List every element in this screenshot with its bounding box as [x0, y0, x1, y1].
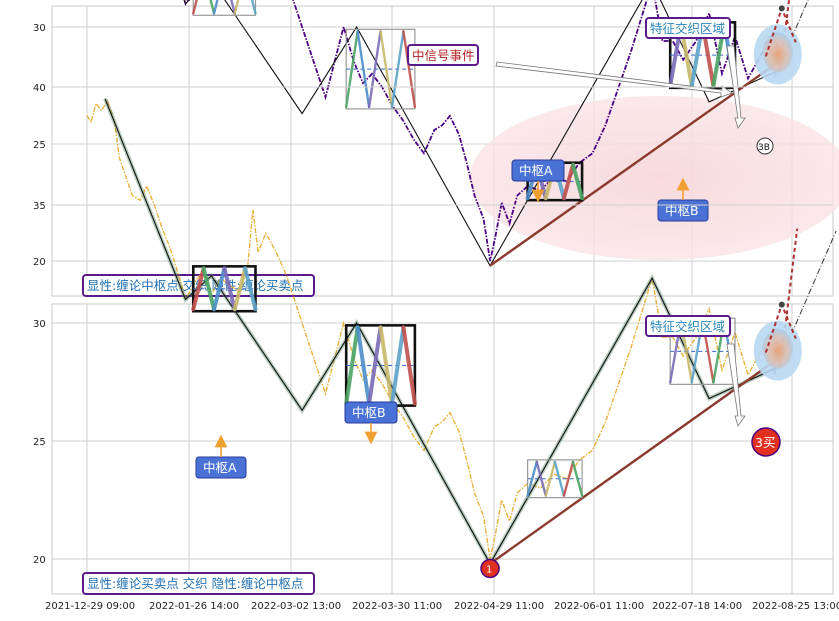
interweave-ellipse: [470, 96, 839, 260]
zhongshu-segment: [355, 325, 372, 406]
zhongshu-segment: [561, 162, 575, 201]
box-b-label: 中枢B: [352, 405, 386, 420]
zhongshu-segment: [201, 266, 217, 312]
price-line: [183, 0, 783, 262]
x-tick-label: 2022-06-01 11:00: [554, 601, 644, 612]
forecast-peak-dot: [778, 301, 785, 308]
y-tick-label: 20: [33, 257, 46, 268]
zhongshu-segment: [544, 460, 557, 497]
zhongshu-segment: [379, 30, 394, 109]
badge-3b-label: 3B: [758, 143, 770, 153]
hotspot-inner: [762, 32, 793, 73]
x-tick-label: 2022-07-18 14:00: [652, 601, 742, 612]
signal-label-box: [407, 44, 479, 66]
zhongshu-segment: [344, 325, 360, 406]
zhongshu-segment: [402, 30, 417, 109]
zhongshu-segment: [209, 0, 216, 15]
badge-3b: [756, 137, 774, 155]
y-tick-label: 30: [33, 23, 46, 34]
zhongshu-segment: [401, 325, 417, 406]
y-tick-label: 30: [33, 319, 46, 330]
zhongshu-segment: [571, 460, 584, 497]
trend-segment: [489, 58, 783, 267]
bi-line: [183, 0, 782, 267]
y-tick-label: 25: [33, 140, 46, 151]
buy1-label: 1: [486, 564, 492, 575]
forecast-peak-dot: [778, 5, 785, 12]
zhongshu-segment: [212, 266, 227, 312]
zhongshu-segment: [191, 266, 206, 312]
x-tick-label: 2022-08-25 13:00: [752, 601, 839, 612]
zhongshu-segment: [345, 30, 359, 109]
box-a-label: 中枢A: [203, 460, 237, 475]
zhongshu-segment: [356, 30, 371, 109]
signal-arrow: [495, 61, 733, 98]
buy1-marker: [480, 558, 500, 579]
zone-label: 特征交织区域: [650, 21, 725, 36]
zone-arrow: [726, 343, 746, 427]
zhongshu-segment: [535, 460, 547, 497]
trend-segment: [489, 355, 783, 565]
box-b-label: 中枢B: [665, 203, 699, 218]
zhongshu-segment: [250, 0, 257, 15]
price-line: [86, 99, 783, 560]
box-a-label: 中枢A: [519, 163, 553, 178]
zhongshu-segment: [390, 30, 405, 109]
y-tick-label: 40: [33, 83, 46, 94]
zhongshu-box: [192, 0, 257, 16]
zhongshu-segment: [526, 460, 538, 497]
y-tick-label: 25: [33, 437, 46, 448]
zhongshu-segment: [233, 0, 240, 15]
x-tick-label: 2021-12-29 09:00: [45, 601, 135, 612]
zhongshu-segment: [232, 266, 248, 312]
zhongshu-segment: [378, 325, 394, 406]
hotspot-inner: [762, 328, 793, 369]
zhongshu-segment: [243, 266, 258, 312]
zhongshu-segment: [553, 460, 566, 497]
zhongshu-segment: [230, 0, 236, 15]
legend-box: [82, 572, 315, 595]
x-tick-label: 2022-04-29 11:00: [454, 601, 544, 612]
zhongshu-segment: [222, 266, 237, 312]
buy3-label: 3买: [755, 435, 775, 450]
x-tick-label: 2022-03-02 13:00: [251, 601, 341, 612]
zhongshu-segment: [212, 0, 219, 15]
zhongshu-segment: [562, 460, 575, 497]
y-tick-label: 35: [33, 201, 46, 212]
x-tick-label: 2022-01-26 14:00: [149, 601, 239, 612]
zhongshu-segment: [367, 30, 382, 109]
legend-text: 显性:缠论买卖点 交织 隐性:缠论中枢点: [87, 576, 303, 591]
x-tick-label: 2022-03-30 11:00: [352, 601, 442, 612]
buy3-marker: [751, 427, 781, 457]
zhongshu-segment: [367, 325, 383, 406]
zhongshu-segment: [192, 0, 198, 15]
zhongshu-segment: [571, 162, 585, 201]
zone-label: 特征交织区域: [650, 319, 725, 334]
signal-label: 中信号事件: [412, 48, 475, 63]
zone-label-box: [645, 315, 731, 337]
zhongshu-segment: [389, 325, 406, 406]
plot-frame: [51, 303, 834, 595]
y-tick-label: 20: [33, 555, 46, 566]
zone-label-box: [645, 17, 731, 39]
